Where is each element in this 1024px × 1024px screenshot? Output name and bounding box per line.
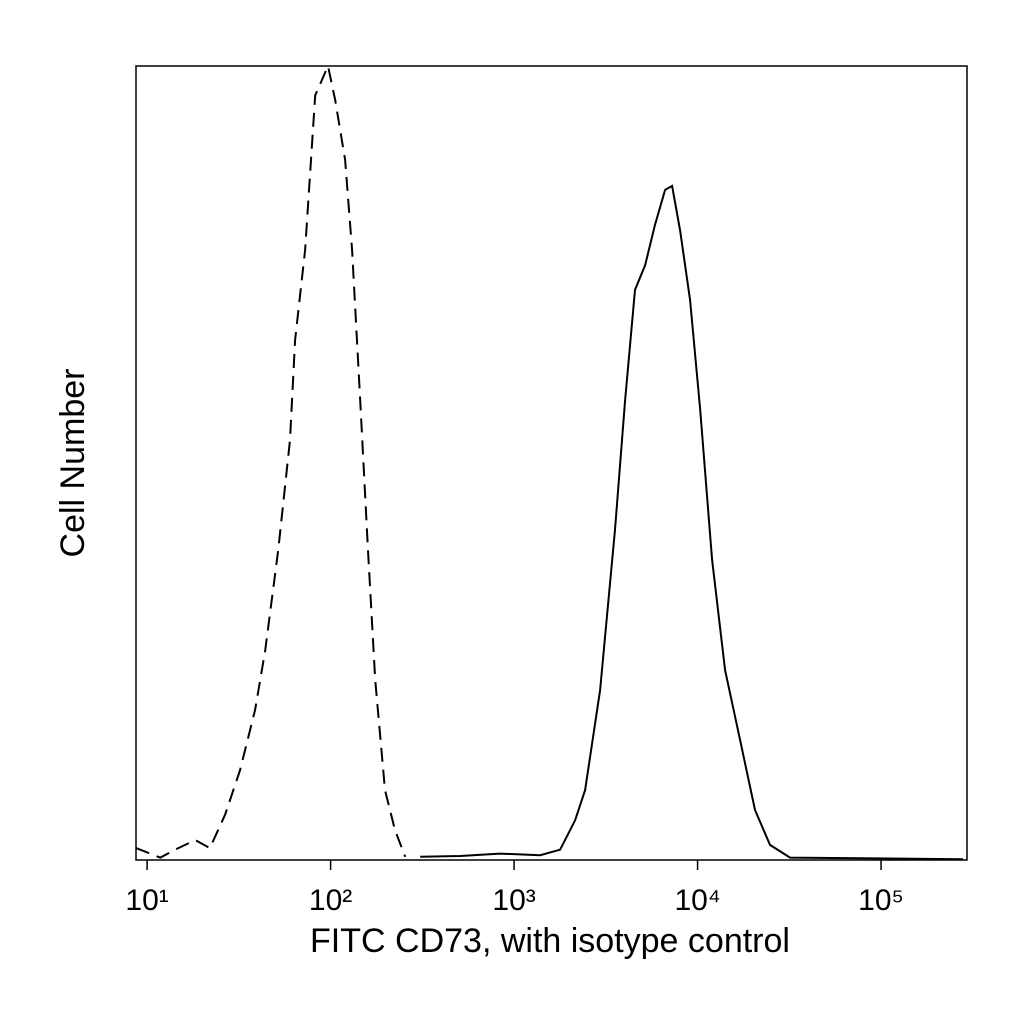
x-tick-label: 10¹ <box>125 884 168 917</box>
histogram-line <box>420 184 964 861</box>
x-tick-label: 10⁵ <box>858 884 904 917</box>
y-axis-label: Cell Number <box>54 369 92 558</box>
x-tick-label: 10² <box>309 884 352 917</box>
x-tick-label: 10³ <box>492 884 535 917</box>
plot-frame <box>135 65 968 861</box>
x-tick-label: 10⁴ <box>674 884 720 917</box>
x-axis-label: FITC CD73, with isotype control <box>310 922 790 960</box>
histogram-line <box>135 62 407 859</box>
